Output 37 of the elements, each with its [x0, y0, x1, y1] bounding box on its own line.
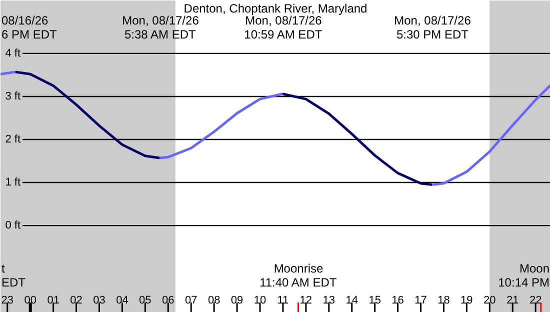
x-tick-label: 23	[1, 294, 14, 306]
x-tick-label: 15	[368, 294, 381, 306]
annotation: Moon 10:14 PM	[498, 262, 550, 290]
x-tick-label: 22	[529, 294, 542, 306]
y-tick-label: 1 ft	[5, 176, 21, 189]
x-tick-label: 21	[506, 294, 519, 306]
x-tick-label: 09	[230, 294, 244, 306]
x-tick-label: 18	[438, 294, 450, 306]
x-tick-label: 17	[414, 294, 427, 306]
x-tick-label: 19	[460, 294, 473, 306]
x-tick-label: 11	[277, 294, 289, 306]
x-tick-label: 12	[300, 294, 312, 306]
annotation: Moonrise 11:40 AM EDT	[260, 262, 338, 290]
y-tick-label: 0 ft	[5, 220, 21, 232]
annotation: Mon, 08/17/26 5:38 AM EDT	[122, 14, 200, 42]
annotation: Mon, 08/17/26 10:59 AM EDT	[244, 14, 323, 42]
x-tick-label: 01	[47, 294, 60, 306]
x-tick-label: 16	[392, 294, 404, 306]
chart-title: Denton, Choptank River, Maryland	[184, 2, 368, 16]
y-tick-label: 3 ft	[5, 90, 21, 102]
y-tick-label: 2 ft	[5, 134, 21, 146]
y-tick-label: 4 ft	[5, 47, 21, 60]
x-tick-label: 03	[93, 294, 106, 306]
x-tick-label: 14	[346, 294, 358, 306]
x-tick-label: 02	[70, 294, 82, 306]
x-tick-label: 00	[24, 294, 36, 306]
x-tick-label: 13	[322, 294, 336, 306]
x-tick-label: 08	[208, 294, 220, 306]
x-tick-label: 07	[184, 294, 198, 306]
x-tick-label: 20	[484, 294, 496, 306]
annotation: t EDT	[2, 262, 26, 290]
x-tick-label: 04	[116, 294, 128, 306]
x-tick-label: 05	[139, 294, 152, 306]
annotation: 08/16/26 6 PM EDT	[2, 14, 58, 42]
x-tick-label: 10	[254, 294, 266, 306]
annotation: Mon, 08/17/26 5:30 PM EDT	[394, 14, 472, 42]
x-tick-label: 06	[162, 294, 174, 306]
